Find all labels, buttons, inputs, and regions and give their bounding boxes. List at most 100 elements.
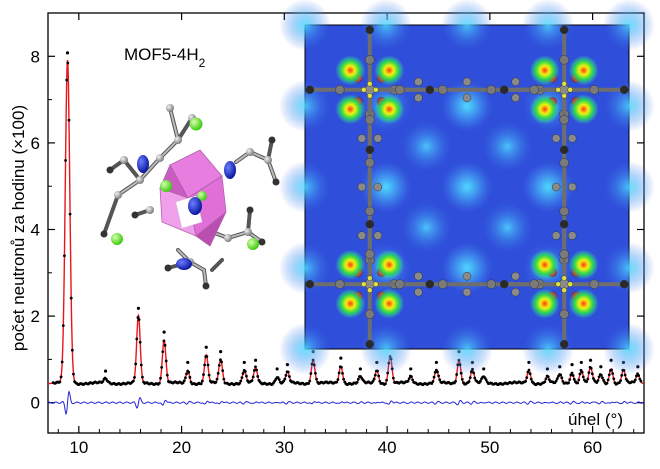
observed-point bbox=[460, 377, 464, 381]
observed-point bbox=[277, 378, 281, 381]
observed-point bbox=[633, 378, 637, 382]
observed-point bbox=[203, 363, 207, 367]
observed-point bbox=[215, 377, 219, 381]
carbon-atom bbox=[395, 279, 405, 289]
compound-annotation-subscript: 2 bbox=[199, 56, 206, 70]
density-map-inset bbox=[279, 0, 655, 375]
density-glow bbox=[441, 242, 493, 294]
observed-point bbox=[342, 377, 346, 381]
observed-point bbox=[206, 363, 210, 367]
observed-point bbox=[570, 371, 574, 375]
observed-point bbox=[64, 159, 67, 162]
peak-point bbox=[434, 360, 439, 365]
observed-point bbox=[610, 368, 613, 372]
carbon-atom bbox=[462, 271, 472, 281]
peak-point bbox=[409, 367, 413, 371]
hotspot bbox=[335, 249, 366, 280]
observed-point bbox=[339, 365, 343, 369]
observed-point bbox=[69, 296, 73, 300]
observed-point bbox=[611, 372, 615, 375]
observed-point bbox=[255, 368, 258, 372]
compound-annotation-base: MOF5-4H bbox=[124, 45, 199, 64]
observed-point bbox=[205, 355, 209, 358]
observed-point bbox=[467, 380, 471, 383]
density-glow bbox=[360, 0, 412, 51]
observed-point bbox=[635, 374, 638, 378]
observed-point bbox=[187, 370, 191, 374]
y-tick-label: 0 bbox=[31, 394, 40, 413]
observed-point bbox=[182, 379, 186, 383]
peak-point bbox=[579, 360, 583, 365]
peak-point bbox=[219, 349, 223, 354]
observed-point bbox=[620, 373, 624, 377]
observed-point bbox=[287, 375, 291, 378]
hotspot bbox=[374, 55, 405, 86]
density-glow bbox=[481, 201, 534, 254]
observed-point bbox=[165, 373, 169, 377]
observed-point bbox=[68, 212, 72, 216]
zinc-atom bbox=[561, 81, 567, 87]
observed-point bbox=[308, 379, 312, 383]
carbon-atom bbox=[486, 279, 497, 289]
x-tick-label: 60 bbox=[583, 438, 602, 457]
carbon-atom bbox=[551, 182, 561, 192]
observed-point bbox=[101, 380, 105, 383]
observed-point bbox=[181, 381, 185, 385]
observed-point bbox=[544, 377, 548, 381]
carbon-atom bbox=[437, 279, 448, 289]
density-glow bbox=[441, 0, 493, 51]
carbon-atom bbox=[511, 93, 520, 103]
carbon-atom bbox=[414, 271, 423, 281]
hotspot bbox=[529, 288, 560, 319]
observed-point bbox=[638, 377, 642, 381]
observed-point bbox=[72, 372, 75, 376]
zinc-atom bbox=[367, 93, 373, 99]
observed-point bbox=[59, 375, 63, 379]
observed-point bbox=[411, 378, 414, 382]
density-glow bbox=[279, 80, 331, 132]
observed-point bbox=[199, 382, 203, 386]
density-glow bbox=[603, 80, 655, 132]
observed-point bbox=[577, 378, 581, 382]
observed-point bbox=[432, 375, 436, 379]
carbon-atom bbox=[559, 55, 569, 65]
observed-point bbox=[355, 380, 359, 384]
carbon-atom bbox=[462, 287, 472, 297]
carbon-atom bbox=[373, 134, 383, 143]
observed-point bbox=[528, 372, 532, 376]
hydrogen-spheres bbox=[111, 117, 259, 250]
carbon-atom bbox=[365, 157, 375, 168]
x-axis-label: úhel (°) bbox=[568, 410, 623, 429]
compound-annotation: MOF5-4H2 bbox=[124, 45, 206, 70]
hotspot bbox=[568, 55, 599, 86]
observed-point bbox=[134, 362, 138, 366]
carbon-atom bbox=[365, 249, 375, 259]
hotspot bbox=[374, 249, 405, 280]
observed-point bbox=[436, 370, 439, 374]
observed-point bbox=[240, 376, 244, 380]
observed-point bbox=[157, 381, 161, 385]
observed-point bbox=[245, 374, 248, 378]
observed-point bbox=[221, 369, 225, 373]
carbon-atom bbox=[414, 77, 423, 87]
observed-point bbox=[384, 382, 387, 386]
density-glow bbox=[603, 242, 655, 294]
observed-point bbox=[599, 373, 603, 377]
carbon-atom bbox=[511, 287, 520, 297]
observed-point bbox=[407, 377, 411, 381]
hotspot bbox=[529, 94, 560, 125]
observed-point bbox=[222, 377, 226, 381]
observed-point bbox=[371, 379, 375, 383]
peak-point bbox=[242, 360, 246, 365]
observed-point bbox=[571, 374, 575, 377]
carbon-atom bbox=[511, 77, 520, 87]
observed-point bbox=[372, 377, 376, 381]
terminal-atom bbox=[559, 219, 569, 229]
molecular-structure-inset bbox=[100, 104, 280, 290]
observed-point bbox=[163, 343, 167, 347]
observed-point bbox=[214, 380, 218, 384]
y-tick-label: 8 bbox=[31, 47, 40, 66]
observed-point bbox=[526, 370, 530, 374]
observed-point bbox=[139, 363, 143, 367]
peak-point bbox=[136, 306, 141, 310]
